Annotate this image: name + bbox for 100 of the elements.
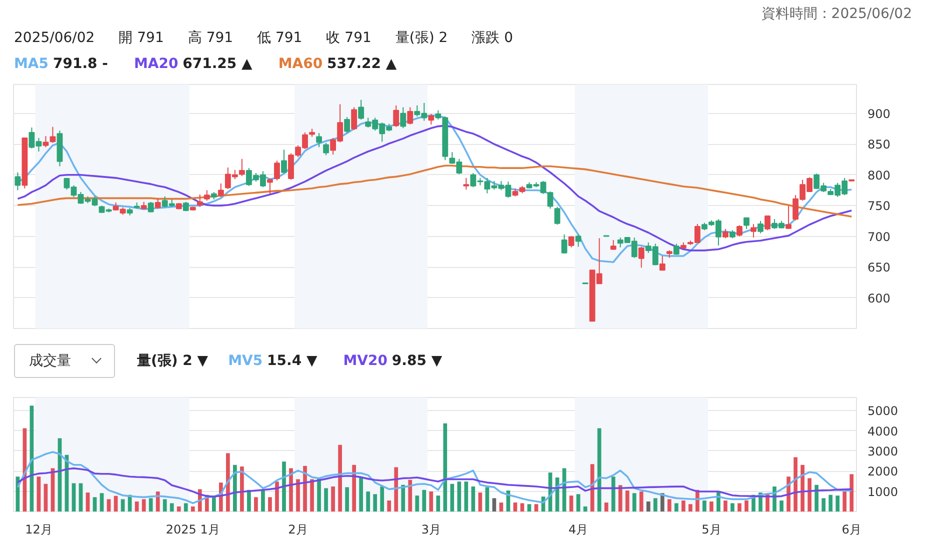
bar xyxy=(660,493,664,512)
bar xyxy=(254,497,258,512)
y-tick-label: 900 xyxy=(868,106,890,121)
bar xyxy=(625,490,630,512)
bar xyxy=(744,500,748,512)
bar xyxy=(422,490,426,512)
bar xyxy=(597,428,602,512)
candlestick xyxy=(786,205,792,230)
bar xyxy=(317,478,321,512)
bar xyxy=(282,462,286,512)
text: 15.4 ▼ xyxy=(267,353,318,369)
bar xyxy=(100,493,104,512)
bar xyxy=(352,464,356,512)
candlestick xyxy=(274,160,280,181)
text: 高 791 xyxy=(188,30,234,46)
text: MA60 xyxy=(278,56,323,72)
bar xyxy=(836,496,840,512)
bar xyxy=(176,506,181,512)
text: MV5 xyxy=(228,353,263,369)
candlestick xyxy=(428,114,434,125)
x-tick-label: 3月 xyxy=(421,522,441,536)
bar xyxy=(611,476,616,512)
bar xyxy=(408,480,412,512)
x-tick-label: 6月 xyxy=(842,522,862,536)
bar xyxy=(373,494,378,512)
y-tick-label: 700 xyxy=(868,230,890,244)
bar xyxy=(72,483,76,512)
bar xyxy=(345,487,349,512)
candlestick xyxy=(204,190,210,202)
bar xyxy=(226,453,230,512)
candlestick xyxy=(281,149,287,174)
bar xyxy=(380,486,384,512)
bar xyxy=(120,499,125,512)
bar xyxy=(667,499,672,512)
text: 9.85 ▼ xyxy=(392,353,442,369)
bar xyxy=(513,502,518,512)
y-tick-label: 3000 xyxy=(868,444,898,458)
candlestick xyxy=(42,136,49,148)
bar xyxy=(710,502,714,512)
y-tick-label: 4000 xyxy=(868,424,898,438)
candlestick xyxy=(407,106,414,125)
bar xyxy=(44,484,48,512)
candlestick xyxy=(148,201,154,213)
bar xyxy=(240,466,244,512)
text: 量(張) 2 ▼ xyxy=(137,353,208,369)
text: 資料時間：2025/06/02 xyxy=(760,5,912,24)
candlestick xyxy=(196,194,203,208)
y-tick-label: 600 xyxy=(868,291,890,306)
bar xyxy=(429,492,434,512)
y-tick-label: 1000 xyxy=(868,484,898,499)
candlestick xyxy=(400,106,406,129)
y-tick-label: 750 xyxy=(868,199,890,214)
bar xyxy=(780,500,784,512)
bar xyxy=(114,496,118,512)
bar xyxy=(212,496,216,512)
bar xyxy=(415,496,420,512)
text: 漲跌 0 xyxy=(472,30,514,46)
bar xyxy=(730,503,734,512)
candlestick xyxy=(575,234,582,248)
bar xyxy=(162,499,167,512)
bar xyxy=(639,492,644,512)
candlestick xyxy=(610,239,616,250)
candlestick xyxy=(554,206,560,226)
bar xyxy=(534,504,538,512)
candlestick xyxy=(344,116,350,134)
bar xyxy=(106,499,111,512)
bar xyxy=(148,498,153,512)
bar xyxy=(184,503,188,512)
bar xyxy=(268,497,272,512)
bar xyxy=(646,502,650,512)
bar xyxy=(36,476,41,512)
text: 成交量 xyxy=(14,344,115,378)
candlestick xyxy=(154,198,161,210)
candlestick xyxy=(638,246,644,268)
candlestick xyxy=(750,224,756,238)
candlestick xyxy=(218,182,224,198)
bar xyxy=(520,503,524,512)
candlestick xyxy=(351,106,358,130)
bar xyxy=(842,492,847,512)
bar xyxy=(443,423,448,512)
candlestick xyxy=(14,172,21,191)
bar xyxy=(850,474,854,512)
bar xyxy=(492,498,496,512)
bar xyxy=(142,499,146,512)
candlestick xyxy=(323,142,329,156)
candlestick xyxy=(764,216,770,231)
text: 收 791 xyxy=(326,30,372,46)
bar xyxy=(275,482,279,512)
bar xyxy=(78,483,83,512)
candlestick xyxy=(238,158,245,177)
bar xyxy=(576,494,580,512)
bar xyxy=(170,503,174,512)
bar xyxy=(499,502,504,512)
bar xyxy=(92,497,97,512)
text: 791.8 - xyxy=(52,56,108,72)
y-tick-label: 2000 xyxy=(868,464,898,479)
bar xyxy=(471,486,476,512)
bar xyxy=(261,490,265,512)
bar xyxy=(569,496,574,512)
text: 量(張) 2 xyxy=(395,30,448,46)
